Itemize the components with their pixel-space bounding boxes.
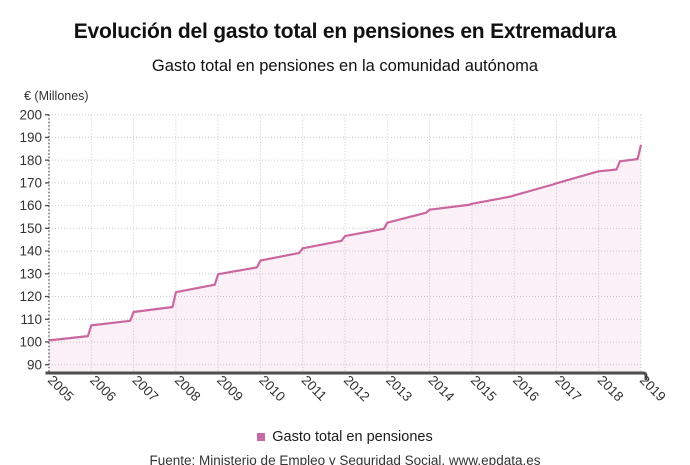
svg-text:2012: 2012 [341,373,373,405]
svg-text:2018: 2018 [595,373,627,405]
svg-text:110: 110 [20,312,42,327]
svg-text:140: 140 [19,244,42,259]
svg-text:120: 120 [19,289,42,304]
svg-text:2019: 2019 [637,373,669,405]
svg-text:130: 130 [19,266,42,281]
svg-text:90: 90 [27,357,42,372]
svg-text:150: 150 [19,221,42,236]
svg-text:2014: 2014 [425,373,457,405]
chart-subtitle: Gasto total en pensiones en la comunidad… [151,57,539,75]
svg-text:200: 200 [19,107,42,122]
svg-text:2016: 2016 [510,373,542,405]
svg-text:180: 180 [19,153,42,168]
legend: Gasto total en pensiones [0,428,690,446]
svg-text:2007: 2007 [129,373,161,405]
legend-label: Gasto total en pensiones [272,429,433,445]
svg-text:2015: 2015 [468,373,500,405]
svg-text:2006: 2006 [87,373,119,405]
svg-text:2017: 2017 [552,373,584,405]
y-axis-unit-label: € (Millones) [24,89,89,103]
svg-text:2011: 2011 [299,373,330,404]
svg-text:2008: 2008 [172,373,204,405]
svg-text:2010: 2010 [256,373,288,405]
source-attribution: Fuente: Ministerio de Empleo y Seguridad… [149,453,541,465]
svg-text:160: 160 [19,198,42,213]
chart-title: Evolución del gasto total en pensiones e… [73,20,617,43]
legend-swatch-icon [257,433,266,441]
svg-text:170: 170 [19,175,42,190]
svg-text:2005: 2005 [45,373,77,405]
svg-text:2009: 2009 [214,373,246,405]
svg-text:2013: 2013 [383,373,415,405]
svg-text:100: 100 [19,335,42,350]
svg-text:190: 190 [19,130,42,145]
